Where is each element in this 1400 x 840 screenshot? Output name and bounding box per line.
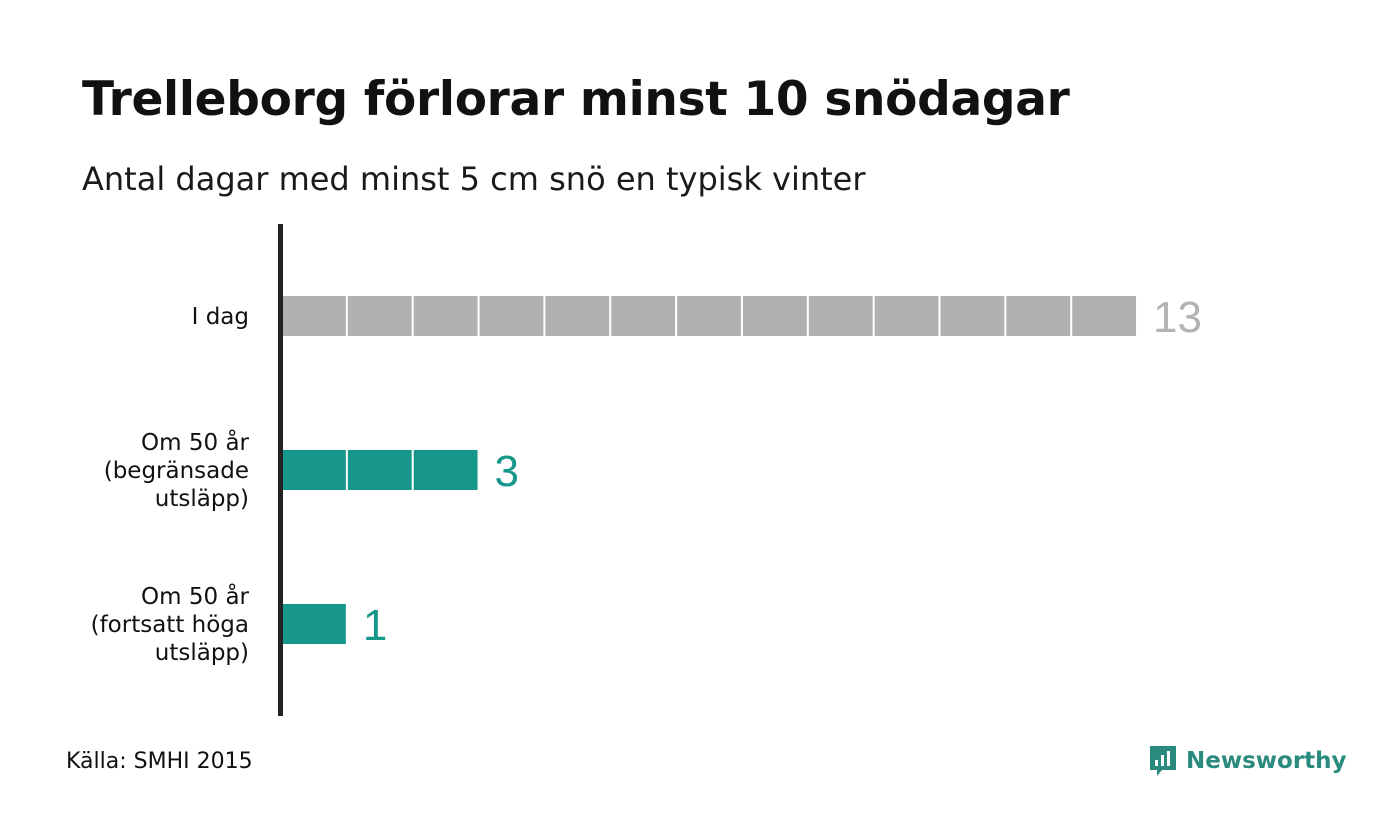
- chart-subtitle: Antal dagar med minst 5 cm snö en typisk…: [82, 160, 866, 198]
- category-label: I dag: [192, 304, 249, 330]
- bar-segment: [742, 296, 807, 336]
- bar-segment: [282, 296, 346, 336]
- bar-segment: [940, 296, 1005, 336]
- category-label: Om 50 år: [141, 582, 249, 610]
- bar-segment: [1006, 296, 1071, 336]
- category-label: (begränsade: [104, 458, 249, 484]
- bar-segment: [874, 296, 939, 336]
- category-label: (fortsatt höga: [91, 612, 249, 638]
- bar-segment: [347, 296, 412, 336]
- bar-segment: [677, 296, 741, 336]
- value-label: 1: [363, 601, 387, 650]
- bar-segment: [545, 296, 610, 336]
- value-label: 13: [1153, 293, 1202, 342]
- brand-name: Newsworthy: [1186, 748, 1347, 774]
- bar-segment: [413, 296, 478, 336]
- bar-segment: [479, 296, 544, 336]
- category-label: utsläpp): [155, 640, 249, 666]
- y-axis-line: [278, 224, 283, 716]
- newsworthy-logo-icon: [1150, 746, 1176, 776]
- bar-segment: [282, 450, 346, 490]
- bar-segment: [413, 450, 478, 490]
- value-label: 3: [495, 447, 519, 496]
- category-label: Om 50 år: [141, 428, 249, 456]
- bar-segment: [808, 296, 873, 336]
- chart-title: Trelleborg förlorar minst 10 snödagar: [82, 72, 1070, 127]
- brand-logo: Newsworthy: [1148, 744, 1347, 778]
- category-label: utsläpp): [155, 486, 249, 512]
- bar-segment: [611, 296, 676, 336]
- bar-segment: [1072, 296, 1137, 336]
- source-note: Källa: SMHI 2015: [66, 749, 253, 774]
- bar-segment: [347, 450, 412, 490]
- bar-segment: [282, 604, 346, 644]
